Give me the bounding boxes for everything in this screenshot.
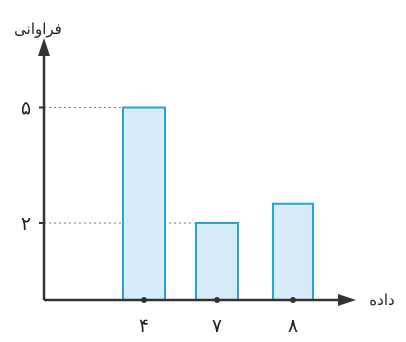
x-tick-label-8: ۸ xyxy=(288,315,298,337)
guide-lines xyxy=(44,107,196,224)
x-tick-label-4: ۴ xyxy=(139,315,149,337)
bar-4 xyxy=(122,106,166,301)
bar-8 xyxy=(272,202,314,301)
y-tick-label-5: ۵ xyxy=(21,98,31,120)
x-axis-arrow xyxy=(338,294,356,306)
x-tick-mark-4 xyxy=(141,297,147,303)
x-tick-label-7: ۷ xyxy=(212,315,222,337)
y-tick-label-2: ۲ xyxy=(21,213,31,235)
ticks-group: ۲ ۵ ۴ ۷ ۸ xyxy=(21,98,298,338)
bars-group xyxy=(122,106,314,301)
y-axis-label: فراوانی xyxy=(14,20,62,38)
x-tick-mark-7 xyxy=(214,297,220,303)
bar-7 xyxy=(195,222,239,301)
y-axis-arrow xyxy=(38,38,50,56)
x-tick-mark-8 xyxy=(290,297,296,303)
x-axis-label: داده xyxy=(369,291,394,309)
